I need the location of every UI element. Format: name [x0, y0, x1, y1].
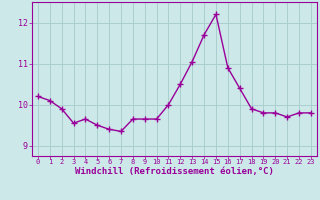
X-axis label: Windchill (Refroidissement éolien,°C): Windchill (Refroidissement éolien,°C): [75, 167, 274, 176]
